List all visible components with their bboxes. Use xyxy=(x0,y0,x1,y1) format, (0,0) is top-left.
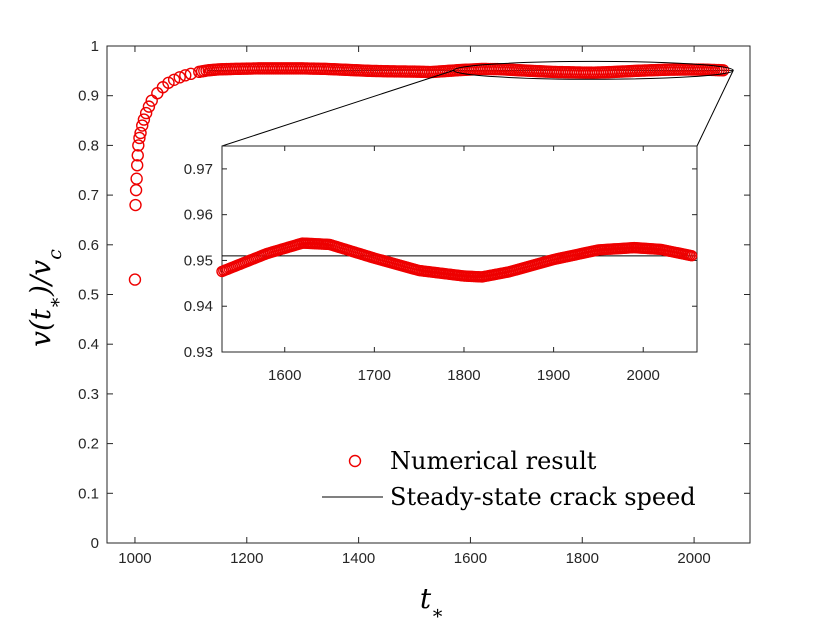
x-tick-label: 1600 xyxy=(454,550,487,567)
data-point xyxy=(173,71,186,84)
data-point xyxy=(133,131,146,145)
y-tick-label: 0 xyxy=(91,535,99,552)
inset-scatter-points xyxy=(216,237,698,283)
data-point xyxy=(142,100,156,113)
y-tick-label: 0.5 xyxy=(78,287,99,304)
x-tick-label: 1800 xyxy=(566,550,599,567)
x-tick-label: 1000 xyxy=(118,550,151,567)
x-axis-label: t∗ xyxy=(420,582,444,618)
zoom-connector-left xyxy=(221,69,454,147)
y-tick-label: 0.4 xyxy=(78,336,99,353)
inset-y-tick-label: 0.96 xyxy=(184,207,213,224)
zoom-connector-right xyxy=(696,70,734,147)
y-tick-label: 0.8 xyxy=(78,137,99,154)
data-point xyxy=(184,67,198,81)
y-tick-label: 0.7 xyxy=(78,187,99,204)
main-y-ticks: 0 0.1 0.2 0.3 0.4 0.5 0.6 0.7 0.8 0.9 1 xyxy=(78,38,750,552)
inset-data-point xyxy=(685,249,698,262)
data-point xyxy=(179,69,192,82)
data-point xyxy=(128,273,142,286)
y-tick-label: 0.9 xyxy=(78,88,99,105)
inset-y-ticks: 0.93 0.94 0.95 0.96 0.97 xyxy=(184,161,697,361)
y-tick-label: 0.2 xyxy=(78,436,99,453)
data-point xyxy=(137,113,151,126)
legend-marker-numerical xyxy=(348,454,362,468)
inset-x-tick-label: 2000 xyxy=(627,367,660,384)
y-axis-label: v(t∗)/vc xyxy=(24,249,66,347)
zoom-marker xyxy=(221,60,734,147)
legend-label-steady-state: Steady-state crack speed xyxy=(390,483,696,511)
legend-label-numerical: Numerical result xyxy=(390,447,597,475)
y-tick-label: 0.3 xyxy=(78,386,99,403)
inset-y-tick-label: 0.93 xyxy=(184,344,213,361)
y-tick-label: 1 xyxy=(91,38,99,55)
data-point xyxy=(139,106,153,120)
x-tick-label: 1400 xyxy=(342,550,375,567)
legend: Numerical result Steady-state crack spee… xyxy=(322,447,696,511)
inset-y-tick-label: 0.97 xyxy=(184,161,213,178)
data-point xyxy=(130,172,143,185)
x-tick-label: 1200 xyxy=(230,550,263,567)
data-point xyxy=(132,139,145,152)
main-x-ticks: 1000 1200 1400 1600 1800 2000 xyxy=(118,46,711,567)
inset-y-tick-label: 0.94 xyxy=(184,298,213,315)
inset-x-ticks: 1600 1700 1800 1900 2000 xyxy=(268,146,660,384)
y-tick-label: 0.6 xyxy=(78,237,99,254)
data-point xyxy=(134,126,147,140)
inset-x-tick-label: 1700 xyxy=(358,367,391,384)
data-point xyxy=(131,149,144,162)
x-tick-label: 2000 xyxy=(677,550,710,567)
data-point xyxy=(130,159,144,172)
inset-x-tick-label: 1800 xyxy=(447,367,480,384)
main-scatter-points xyxy=(128,62,730,286)
y-tick-label: 0.1 xyxy=(78,485,99,502)
inset-x-tick-label: 1600 xyxy=(268,367,301,384)
data-point xyxy=(167,73,181,86)
data-point xyxy=(716,64,730,77)
inset-y-tick-label: 0.95 xyxy=(184,252,213,269)
main-axes: 1000 1200 1400 1600 1800 2000 0 0.1 0.2 0.3 0.4 0.… xyxy=(78,38,751,567)
inset-x-tick-label: 1900 xyxy=(537,367,570,384)
inset-axes: 1600 1700 1800 1900 2000 0.930.940.950.960.9… xyxy=(184,145,698,384)
data-point xyxy=(136,119,149,132)
data-point xyxy=(129,198,142,212)
